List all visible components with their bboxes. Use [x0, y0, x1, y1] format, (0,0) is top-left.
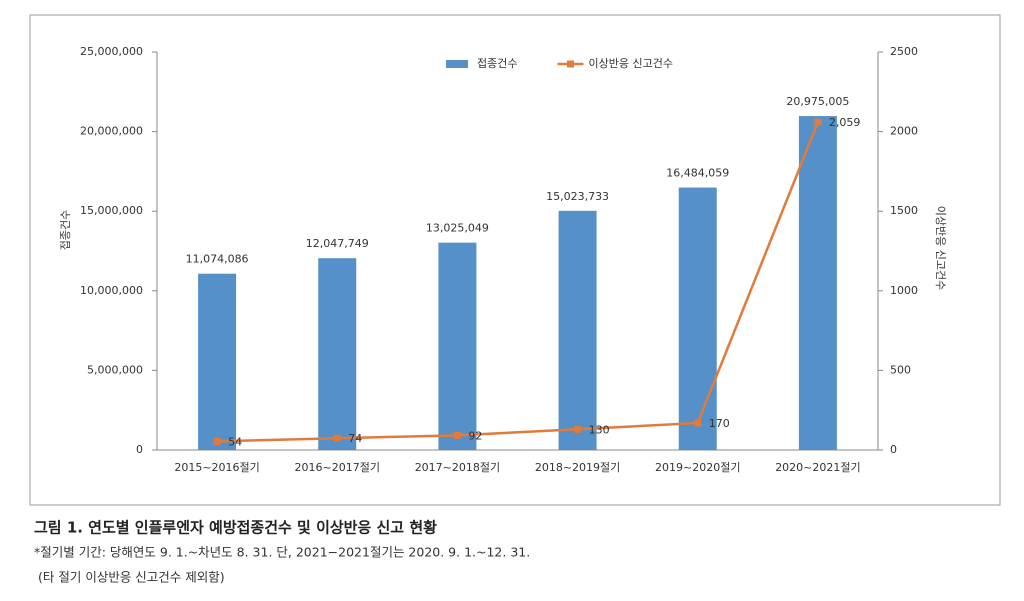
chart-frame — [29, 14, 1001, 506]
bar-value-label: 15,023,733 — [546, 190, 609, 203]
bar — [678, 187, 717, 450]
y-tick-label: 0 — [136, 443, 143, 456]
legend-swatch — [566, 60, 574, 68]
line-marker — [213, 437, 221, 445]
bar-value-label: 12,047,749 — [306, 237, 369, 250]
y-tick-label: 20,000,000 — [80, 125, 143, 138]
y-tick-label: 5,000,000 — [87, 363, 143, 376]
line-value-label: 92 — [468, 429, 482, 442]
y-tick-label: 15,000,000 — [80, 204, 143, 217]
legend-label: 이상반응 신고건수 — [588, 57, 672, 70]
bar — [318, 258, 357, 450]
bar-value-label: 20,975,005 — [786, 95, 849, 108]
y2-tick-label: 1000 — [890, 284, 918, 297]
x-tick-label: 2016~2017절기 — [295, 461, 380, 474]
x-tick-label: 2020~2021절기 — [775, 461, 860, 474]
line-marker — [814, 118, 822, 126]
y2-tick-label: 2500 — [890, 45, 918, 58]
line-value-label: 2,059 — [829, 116, 861, 129]
bar-value-label: 11,074,086 — [186, 253, 249, 266]
x-tick-label: 2018~2019절기 — [535, 461, 620, 474]
line-value-label: 54 — [228, 435, 242, 448]
y-tick-label: 25,000,000 — [80, 45, 143, 58]
x-tick-label: 2017~2018절기 — [415, 461, 500, 474]
note: *절기별 기간: 당해연도 9. 1.~차년도 8. 31. 단, 2021−2… — [34, 545, 530, 560]
line-marker — [333, 434, 341, 442]
line-value-label: 130 — [589, 423, 610, 436]
line — [217, 121, 820, 443]
y2-tick-label: 0 — [890, 443, 897, 456]
y2-tick-label: 1500 — [890, 204, 918, 217]
line-marker — [694, 419, 702, 427]
line-marker — [453, 431, 461, 439]
y2-axis-title: 이상반응 신고건수 — [934, 206, 947, 290]
y2-tick-label: 500 — [890, 363, 911, 376]
y-axis-title: 접종건수 — [59, 210, 72, 250]
bar-value-label: 13,025,049 — [426, 222, 489, 235]
bar — [438, 242, 477, 450]
bar-value-label: 16,484,059 — [666, 167, 729, 180]
y2-tick-label: 2000 — [890, 125, 918, 138]
bar — [798, 116, 837, 451]
note: (타 절기 이상반응 신고건수 제외함) — [38, 570, 225, 585]
y-tick-label: 10,000,000 — [80, 284, 143, 297]
line-marker — [574, 425, 582, 433]
bar — [558, 210, 597, 450]
x-tick-label: 2015~2016절기 — [174, 461, 259, 474]
caption: 그림 1. 연도별 인플루엔자 예방접종건수 및 이상반응 신고 현황 — [34, 519, 437, 537]
legend-swatch — [446, 60, 468, 68]
x-tick-label: 2019~2020절기 — [655, 461, 740, 474]
legend-label: 접종건수 — [477, 57, 517, 70]
bar — [198, 273, 237, 450]
line-value-label: 170 — [709, 417, 730, 430]
line-value-label: 74 — [348, 432, 362, 445]
